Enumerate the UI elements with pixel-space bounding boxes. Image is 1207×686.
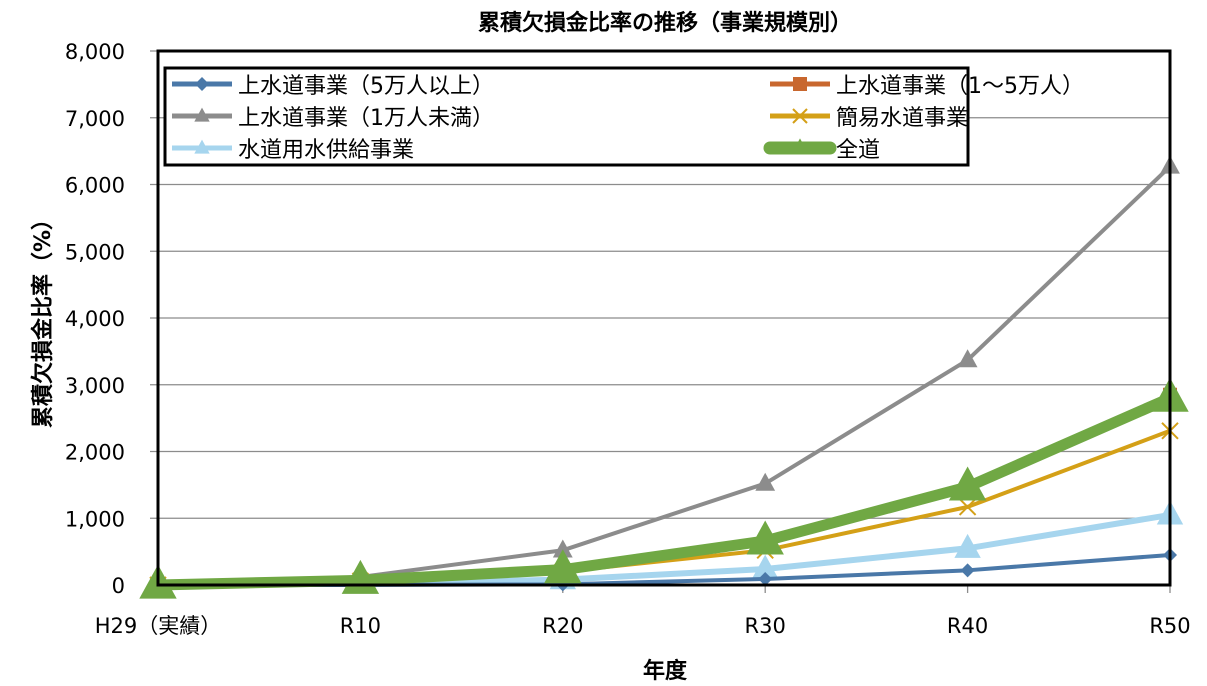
legend-item: 上水道事業（1～5万人） xyxy=(770,74,1084,99)
triangle-marker xyxy=(746,520,784,555)
diamond-marker xyxy=(758,571,773,586)
legend-item: 全道 xyxy=(763,138,880,163)
triangle-marker xyxy=(755,472,776,491)
legend-item: 上水道事業（1万人未満） xyxy=(172,106,494,131)
legend-label: 簡易水道事業 xyxy=(836,106,968,131)
y-tick-label: 8,000 xyxy=(65,40,125,64)
x-marker xyxy=(958,498,977,516)
triangle-marker xyxy=(552,539,573,558)
y-tick-label: 3,000 xyxy=(65,374,125,398)
y-tick-label: 5,000 xyxy=(65,240,125,264)
x-marker-stroke xyxy=(792,108,808,124)
legend-item: 上水道事業（5万人以上） xyxy=(172,74,494,99)
legend-item: 簡易水道事業 xyxy=(770,106,968,131)
series-line xyxy=(157,428,1171,587)
x-tick-label: R10 xyxy=(340,614,381,638)
plot-area-border xyxy=(156,49,1172,587)
legend: 上水道事業（5万人以上） 上水道事業（1～5万人） 上水道事業（1万人未満） 簡易水道… xyxy=(163,66,1084,167)
y-tick-label: 6,000 xyxy=(65,174,125,198)
x-marker-stroke xyxy=(958,498,977,516)
triangle-marker xyxy=(194,107,210,122)
y-tick-label: 0 xyxy=(112,574,125,598)
series-line xyxy=(157,393,1173,591)
x-tick-label: R50 xyxy=(1149,614,1190,638)
x-tick-label: R30 xyxy=(745,614,786,638)
legend-label: 水道用水供給事業 xyxy=(238,138,414,163)
legend-item: 水道用水供給事業 xyxy=(172,138,414,163)
y-tick-label: 2,000 xyxy=(65,441,125,465)
triangle-marker xyxy=(791,138,809,155)
x-marker xyxy=(792,108,808,124)
triangle-marker xyxy=(752,554,779,579)
legend-label: 全道 xyxy=(836,138,880,163)
series-2 xyxy=(148,155,1180,593)
legend-label: 上水道事業（5万人以上） xyxy=(238,74,494,99)
triangle-marker xyxy=(544,549,582,584)
x-tick-label: R20 xyxy=(542,614,583,638)
diamond-marker xyxy=(960,563,975,578)
chart-title: 累積欠損金比率の推移（事業規模別） xyxy=(478,10,852,36)
triangle-marker xyxy=(194,139,210,154)
y-tick-label: 4,000 xyxy=(65,307,125,331)
x-axis-title: 年度 xyxy=(643,658,688,684)
legend-label: 上水道事業（1～5万人） xyxy=(836,74,1084,99)
diamond-marker xyxy=(195,77,209,91)
triangle-marker xyxy=(957,349,978,368)
x-tick-label: H29（実績） xyxy=(95,614,222,638)
square-marker xyxy=(793,77,807,91)
y-tick-label: 7,000 xyxy=(65,107,125,131)
y-tick-label: 1,000 xyxy=(65,507,125,531)
x-tick-label: R40 xyxy=(947,614,988,638)
triangle-marker xyxy=(954,533,981,558)
series-line xyxy=(157,165,1172,587)
y-axis-title: 累積欠損金比率（%） xyxy=(30,208,56,428)
triangle-marker xyxy=(948,466,987,501)
legend-label: 上水道事業（1万人未満） xyxy=(238,106,494,131)
